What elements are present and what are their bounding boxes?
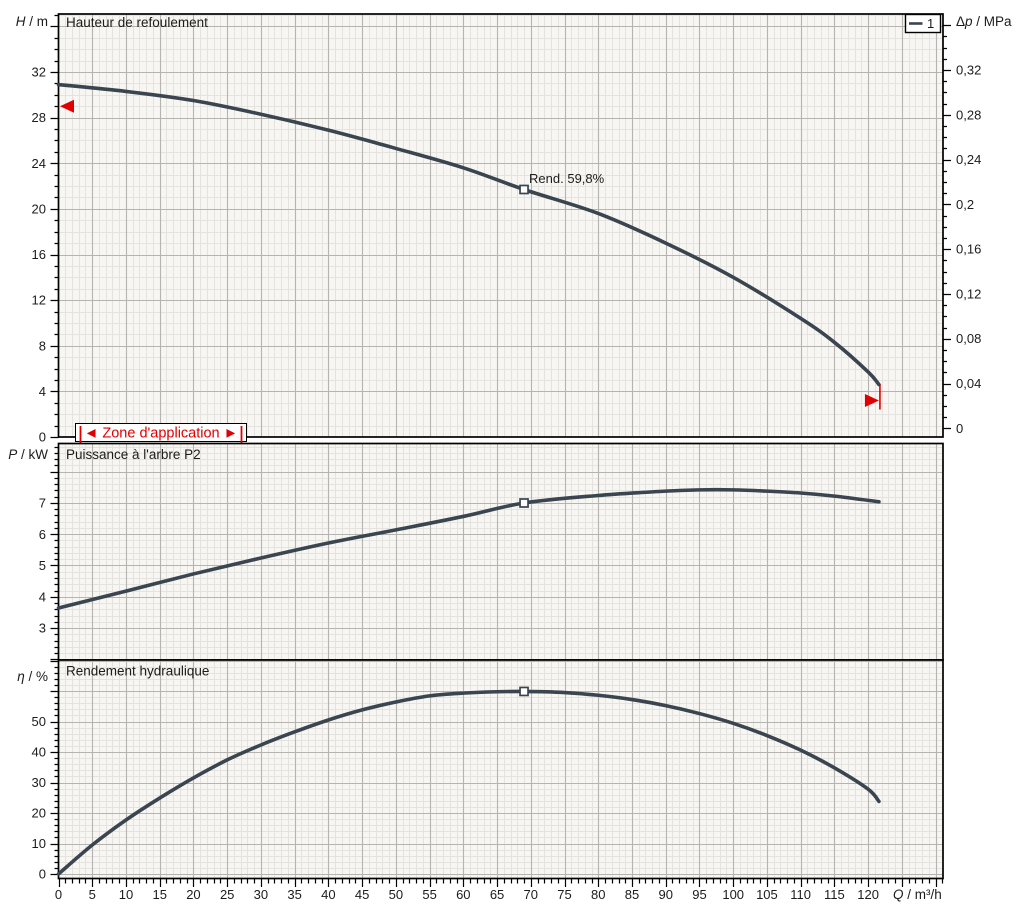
y-tick-label: 20 <box>32 201 46 216</box>
y-tick-label: 8 <box>39 338 46 353</box>
y-tick-label: 32 <box>32 65 46 80</box>
grid-major <box>58 14 943 437</box>
x-axis-ticks <box>58 878 944 887</box>
x-tick-label: 80 <box>591 887 605 902</box>
grid-minor <box>58 443 943 660</box>
y-tick-label: 24 <box>32 156 46 171</box>
zone-box <box>75 423 247 442</box>
head-chart: 0 4 8 12 16 20 24 28 32 0 0,04 0,08 0,12 0,16 0,2 0,24 0… <box>16 13 1012 445</box>
y-tick-label: 16 <box>32 247 46 262</box>
y-tick-label: 0 <box>39 430 46 445</box>
right-axis-ticks <box>943 24 951 430</box>
y-axis-ticks <box>50 660 59 876</box>
right-tick-label: 0,08 <box>956 331 981 346</box>
grid-minor <box>58 14 943 437</box>
y-axis-ticks <box>50 14 59 439</box>
y-tick-label: 4 <box>39 384 46 399</box>
x-tick-label: 100 <box>722 887 744 902</box>
axis-label-Q: Q / m³/h <box>893 887 942 902</box>
range-limit-left-arrow-icon <box>60 99 74 113</box>
chart-title-power: Puissance à l'arbre P2 <box>66 447 201 462</box>
x-tick-label: 105 <box>756 887 778 902</box>
x-tick-label: 20 <box>186 887 200 902</box>
plot-border <box>57 659 944 880</box>
grid-minor <box>58 660 943 879</box>
x-tick-label: 50 <box>389 887 403 902</box>
x-tick-label: 85 <box>625 887 639 902</box>
x-tick-label: 55 <box>422 887 436 902</box>
x-tick-label: 115 <box>824 887 845 902</box>
x-tick-label: 45 <box>355 887 369 902</box>
y-tick-label: 7 <box>39 496 46 511</box>
x-tick-label: 40 <box>321 887 335 902</box>
legend-box <box>904 13 942 34</box>
x-tick-label: 15 <box>152 887 166 902</box>
y-tick-label: 28 <box>32 110 46 125</box>
x-tick-label: 120 <box>857 887 879 902</box>
x-tick-label: 30 <box>254 887 268 902</box>
right-tick-label: 0 <box>956 421 963 436</box>
y-tick-label: 12 <box>32 293 46 308</box>
legend: 1 <box>904 13 942 34</box>
y-tick-label: 10 <box>32 836 46 851</box>
plot-background <box>58 14 943 437</box>
x-tick-label: 75 <box>557 887 571 902</box>
x-tick-label: 0 <box>55 887 62 902</box>
y-tick-label: 40 <box>32 745 46 760</box>
right-tick-label: 0,32 <box>956 62 981 77</box>
axis-label-H: H / m <box>16 14 48 29</box>
y-tick-label: 20 <box>32 806 46 821</box>
x-tick-label: 25 <box>220 887 234 902</box>
duty-point-marker-efficiency[interactable] <box>519 686 529 697</box>
right-tick-label: 0,12 <box>956 286 981 301</box>
duty-point-marker-head[interactable] <box>519 184 529 195</box>
y-tick-label: 4 <box>39 589 46 604</box>
x-axis: 0 5 10 15 20 25 30 35 40 45 50 55 60 65 70 75 80 85 90 95 10… <box>55 878 944 902</box>
x-tick-label: 95 <box>692 887 706 902</box>
plot-background <box>58 443 943 660</box>
y-tick-label: 0 <box>39 867 46 882</box>
power-chart: 3 4 5 6 7 Puissance à l'arbre P2 P / kW <box>8 442 944 661</box>
chart-title-efficiency: Rendement hydraulique <box>66 664 209 679</box>
x-tick-label: 35 <box>287 887 301 902</box>
y-tick-label: 5 <box>39 558 46 573</box>
y-tick-label: 3 <box>39 621 46 636</box>
application-zone: ◄ Zone d'application ► <box>60 99 881 443</box>
x-tick-label: 90 <box>658 887 672 902</box>
duty-point-label: Rend. 59,8% <box>529 171 605 186</box>
legend-series-label: 1 <box>927 16 934 31</box>
efficiency-curve <box>56 689 881 876</box>
efficiency-chart: 0 10 20 30 40 50 Rendement hydraulique η / % <box>17 659 944 882</box>
x-tick-label: 10 <box>119 887 133 902</box>
x-tick-label: 110 <box>790 887 811 902</box>
power-curve <box>56 487 881 610</box>
y-tick-label: 30 <box>32 775 46 790</box>
axis-label-delta-p: Δp / MPa <box>956 14 1012 29</box>
x-tick-label: 5 <box>89 887 96 902</box>
axis-label-P: P / kW <box>8 447 48 462</box>
range-limit-right-arrow-icon <box>864 394 879 408</box>
duty-point-marker-power[interactable] <box>519 498 529 508</box>
right-tick-label: 0,2 <box>956 197 974 212</box>
zone-label: ◄ Zone d'application ► <box>84 426 238 442</box>
right-tick-label: 0,24 <box>956 152 981 167</box>
x-tick-label: 70 <box>524 887 538 902</box>
y-tick-label: 50 <box>32 714 46 729</box>
x-tick-label: 60 <box>456 887 470 902</box>
right-tick-label: 0,04 <box>956 376 981 391</box>
chart-title-head: Hauteur de refoulement <box>66 15 208 30</box>
y-axis-ticks <box>50 446 59 661</box>
right-tick-label: 0,28 <box>956 107 981 122</box>
right-tick-label: 0,16 <box>956 242 981 257</box>
axis-label-η: η / % <box>17 669 48 684</box>
plot-border <box>57 13 944 438</box>
x-tick-label: 65 <box>490 887 504 902</box>
y-tick-label: 6 <box>39 527 46 542</box>
